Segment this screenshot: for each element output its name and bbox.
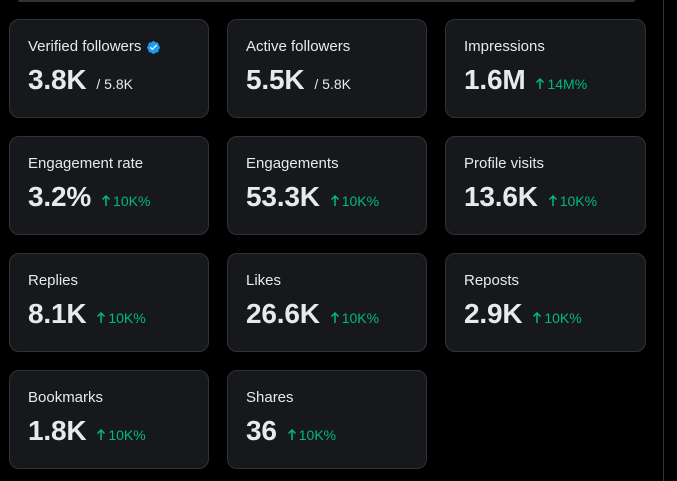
metric-change-value: 10K% [341, 193, 380, 209]
metric-card-active-followers[interactable]: Active followers 5.5K / 5.8K [227, 19, 427, 118]
metric-change: 10K% [330, 193, 379, 209]
metric-value: 13.6K [464, 181, 538, 212]
metric-value: 53.3K [246, 181, 320, 212]
arrow-up-icon [330, 312, 339, 323]
metric-change: 10K% [96, 310, 146, 326]
metric-value: 26.6K [246, 298, 320, 329]
metric-label: Replies [28, 272, 79, 289]
metric-change-value: 10K% [108, 310, 146, 326]
metric-change: 10K% [101, 193, 150, 209]
metric-change-value: 10K% [341, 310, 380, 326]
arrow-up-icon [287, 429, 296, 440]
metric-change: 10K% [532, 310, 582, 326]
metric-change: 10K% [287, 427, 336, 443]
metric-change: 10K% [96, 427, 146, 443]
metrics-grid: Verified followers 3.8K / 5.8K Active fo… [9, 19, 646, 469]
metric-total: / 5.8K [96, 76, 133, 92]
metric-label: Engagements [246, 155, 339, 172]
metric-value: 1.6M [464, 64, 526, 95]
metric-change: 14M% [535, 76, 587, 92]
top-divider [18, 0, 635, 2]
metric-change-value: 10K% [559, 193, 598, 209]
metric-value: 2.9K [464, 298, 523, 329]
metric-value: 5.5K [246, 64, 305, 95]
metric-card-verified-followers[interactable]: Verified followers 3.8K / 5.8K [9, 19, 209, 118]
metric-label: Active followers [246, 38, 351, 55]
arrow-up-icon [97, 312, 106, 323]
arrow-up-icon [330, 195, 339, 206]
metric-change-value: 10K% [113, 193, 151, 209]
metric-card-impressions[interactable]: Impressions 1.6M 14M% [445, 19, 646, 118]
metric-change: 10K% [330, 310, 379, 326]
metric-card-reposts[interactable]: Reposts 2.9K 10K% [445, 253, 646, 352]
metric-change-value: 10K% [298, 427, 337, 443]
verified-badge-icon [147, 40, 161, 54]
arrow-up-icon [548, 195, 557, 206]
metric-change: 10K% [548, 193, 597, 209]
metric-value: 3.2% [28, 181, 92, 212]
metric-label: Verified followers [28, 38, 142, 55]
metric-card-profile-visits[interactable]: Profile visits 13.6K 10K% [445, 136, 646, 235]
metric-card-likes[interactable]: Likes 26.6K 10K% [227, 253, 427, 352]
metric-card-bookmarks[interactable]: Bookmarks 1.8K 10K% [9, 370, 209, 469]
metric-label: Impressions [464, 38, 545, 55]
metric-card-engagements[interactable]: Engagements 53.3K 10K% [227, 136, 427, 235]
metric-label: Likes [246, 272, 282, 289]
metric-label: Engagement rate [28, 155, 144, 172]
metric-card-shares[interactable]: Shares 36 10K% [227, 370, 427, 469]
metric-change-value: 10K% [544, 310, 582, 326]
metric-value: 8.1K [28, 298, 87, 329]
metric-label: Shares [246, 389, 294, 406]
metric-change-value: 14M% [547, 76, 588, 92]
metric-label: Bookmarks [28, 389, 104, 406]
arrow-up-icon [97, 429, 106, 440]
metric-label: Reposts [464, 272, 520, 289]
arrow-up-icon [533, 312, 542, 323]
arrow-up-icon [102, 195, 111, 206]
metric-label: Profile visits [464, 155, 545, 172]
metric-card-replies[interactable]: Replies 8.1K 10K% [9, 253, 209, 352]
right-divider [663, 0, 664, 481]
arrow-up-icon [536, 78, 545, 89]
metric-total: / 5.8K [314, 76, 351, 92]
metric-change-value: 10K% [108, 427, 146, 443]
metric-value: 36 [246, 415, 277, 446]
metric-card-engagement-rate[interactable]: Engagement rate 3.2% 10K% [9, 136, 209, 235]
metric-value: 3.8K [28, 64, 87, 95]
metric-value: 1.8K [28, 415, 87, 446]
